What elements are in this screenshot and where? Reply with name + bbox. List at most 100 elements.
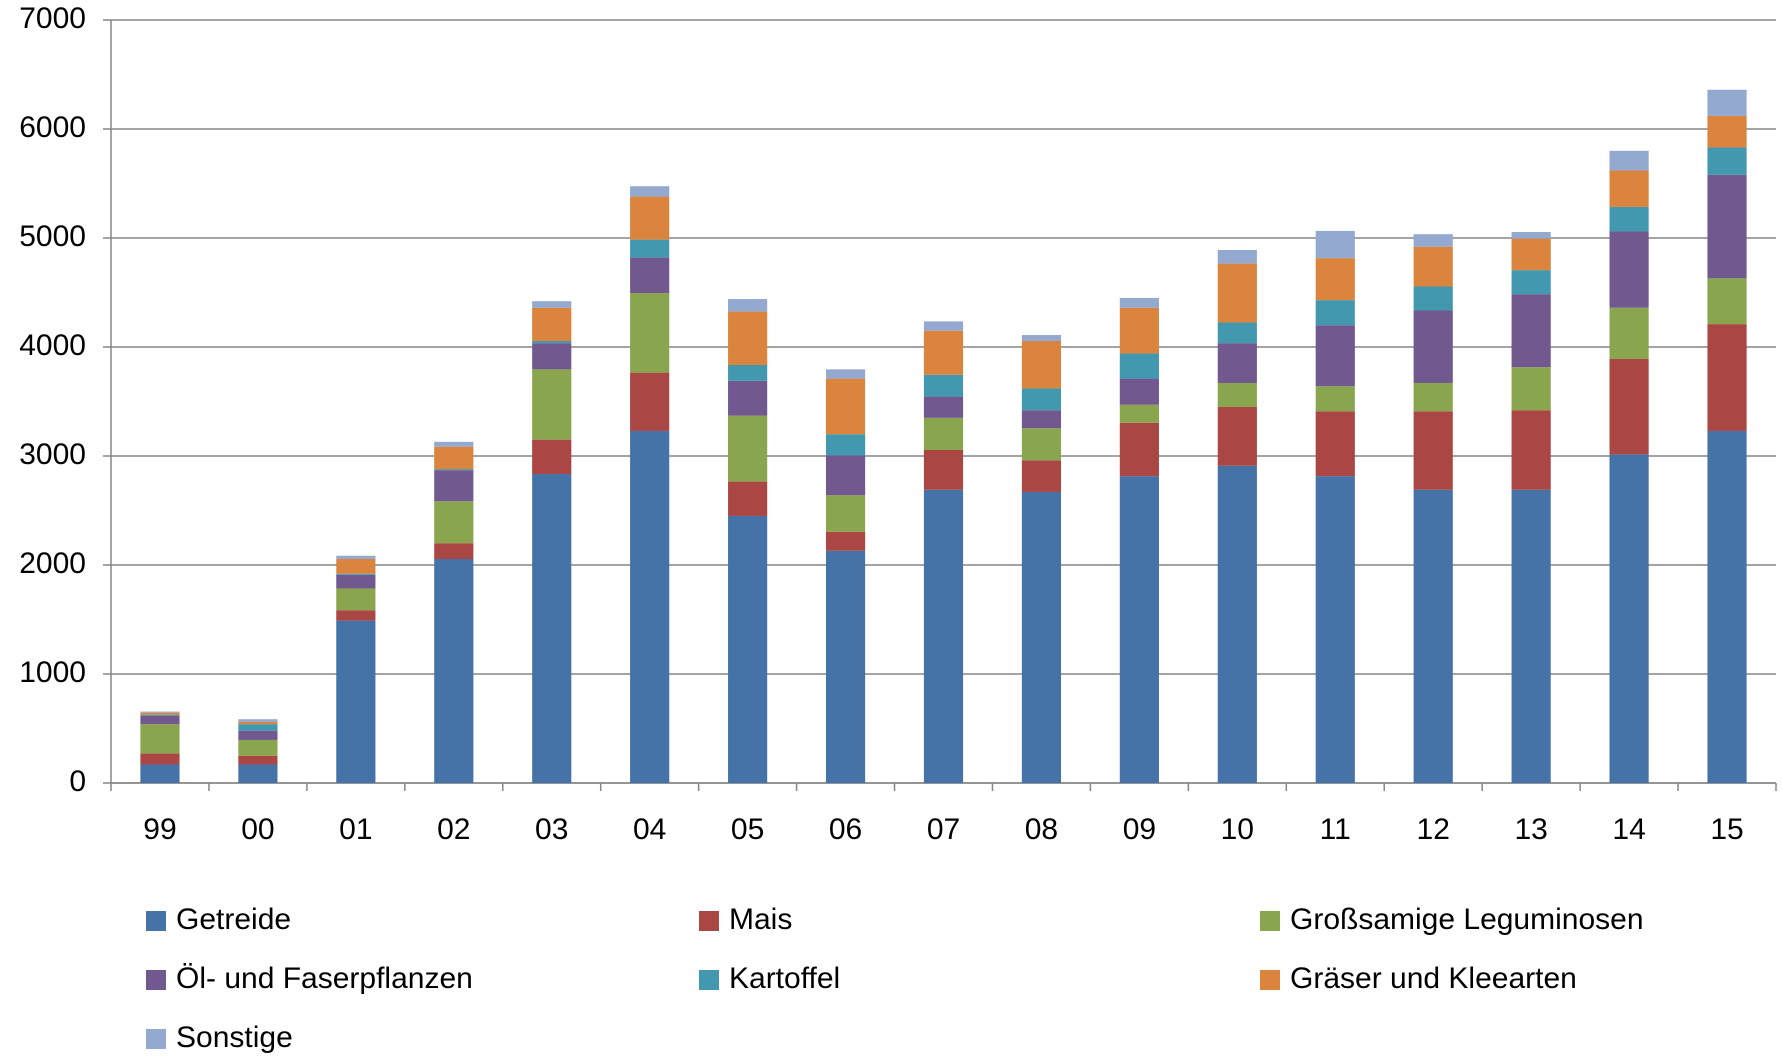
bar-segment <box>1707 174 1747 279</box>
bar-segment <box>923 417 964 451</box>
x-tick-label: 12 <box>1417 813 1450 846</box>
y-tick-label: 0 <box>69 765 86 798</box>
bar-segment <box>238 724 278 731</box>
bar-segment <box>140 753 180 765</box>
bar-segment <box>1609 307 1649 359</box>
bar-segment <box>1119 476 1159 783</box>
bar-segment <box>630 372 670 431</box>
bar-segment <box>728 364 768 381</box>
bar-segment <box>1511 232 1551 239</box>
bar-segment <box>140 712 180 715</box>
y-tick-label: 7000 <box>19 2 86 35</box>
y-tick-label: 1000 <box>19 656 86 689</box>
bar-segment <box>1119 378 1159 405</box>
bar-segment <box>238 730 278 740</box>
bar-segment <box>1119 307 1159 354</box>
x-tick-label: 14 <box>1612 813 1645 846</box>
bar-segment <box>1609 206 1649 232</box>
legend-swatch <box>699 970 719 990</box>
x-tick-label: 03 <box>535 813 568 846</box>
bar-segment <box>336 588 376 611</box>
legend-label: Getreide <box>176 903 291 936</box>
bar-segment <box>1511 410 1551 490</box>
bar-segment <box>1609 454 1649 783</box>
y-tick-label: 2000 <box>19 547 86 580</box>
bar-segment <box>1511 294 1551 368</box>
bar-segment <box>825 378 866 435</box>
bar-segment <box>1511 238 1551 271</box>
bar-segment <box>1217 382 1257 407</box>
bar-segment <box>1707 89 1747 116</box>
bar-segment <box>1021 388 1062 411</box>
legend-swatch <box>146 970 166 990</box>
bar-segment <box>1609 150 1649 171</box>
bar-segment <box>923 396 964 418</box>
bar-segment <box>434 441 474 447</box>
bar-segment <box>336 620 376 783</box>
bar-segment <box>336 574 376 589</box>
bar-segment <box>630 257 670 294</box>
bar-segment <box>1217 249 1257 264</box>
x-tick-label: 11 <box>1320 813 1351 846</box>
bar-segment <box>1315 300 1355 326</box>
bar-segment <box>825 455 866 496</box>
bar-segment <box>1315 411 1355 477</box>
bar-segment <box>825 550 866 783</box>
bar-segment <box>1413 310 1453 383</box>
bar-segment <box>1315 230 1355 259</box>
bar-segment <box>532 439 572 474</box>
bar-segment <box>923 450 964 490</box>
bar-segment <box>1413 489 1453 783</box>
bar-segment <box>1413 246 1453 287</box>
bar-segment <box>728 481 768 516</box>
bar-segment <box>1021 335 1062 342</box>
bar-segment <box>630 293 670 373</box>
bar-segment <box>1413 234 1453 247</box>
bar-segment <box>1217 465 1257 783</box>
bar-segment <box>1511 367 1551 411</box>
x-tick-label: 02 <box>437 813 470 846</box>
bar-segment <box>238 764 278 783</box>
bar-segment <box>1119 297 1159 308</box>
bar-segment <box>923 330 964 375</box>
legend-swatch <box>1260 911 1280 931</box>
bar-segment <box>434 446 474 470</box>
bar-segment <box>1315 325 1355 387</box>
bar-segment <box>825 434 866 456</box>
bar-segment <box>728 380 768 416</box>
bar-segment <box>140 711 180 713</box>
bar-segment <box>1511 489 1551 783</box>
bar-segment <box>532 369 572 440</box>
bar-segment <box>1707 278 1747 325</box>
bar-segment <box>336 610 376 621</box>
legend-label: Gräser und Kleearten <box>1290 962 1577 995</box>
bar-segment <box>1413 411 1453 490</box>
bar-segment <box>238 719 278 722</box>
legend-label: Großsamige Leguminosen <box>1290 903 1644 936</box>
bar-segment <box>1707 324 1747 431</box>
bar-segment <box>532 307 572 342</box>
bar-segment <box>728 415 768 482</box>
bar-segment <box>238 721 278 725</box>
bar-segment <box>1021 341 1062 389</box>
bar-segment <box>1217 343 1257 383</box>
bar-segment <box>630 196 670 240</box>
bar-segment <box>532 341 572 344</box>
bar-segment <box>1707 115 1747 148</box>
legend-label: Mais <box>729 903 792 936</box>
x-tick-label: 09 <box>1123 813 1156 846</box>
bar-segment <box>1315 258 1355 301</box>
legend-swatch <box>146 1029 166 1049</box>
bar-segment <box>532 301 572 308</box>
bar-segment <box>1609 358 1649 455</box>
x-tick-label: 10 <box>1221 813 1254 846</box>
x-tick-label: 06 <box>829 813 862 846</box>
x-tick-label: 07 <box>927 813 960 846</box>
legend-swatch <box>699 911 719 931</box>
bar-segment <box>1119 404 1159 423</box>
y-tick-label: 3000 <box>19 438 86 471</box>
bar-segment <box>434 469 474 471</box>
bar-segment <box>923 489 964 783</box>
bar-segment <box>1609 231 1649 308</box>
bar-segment <box>140 764 180 783</box>
